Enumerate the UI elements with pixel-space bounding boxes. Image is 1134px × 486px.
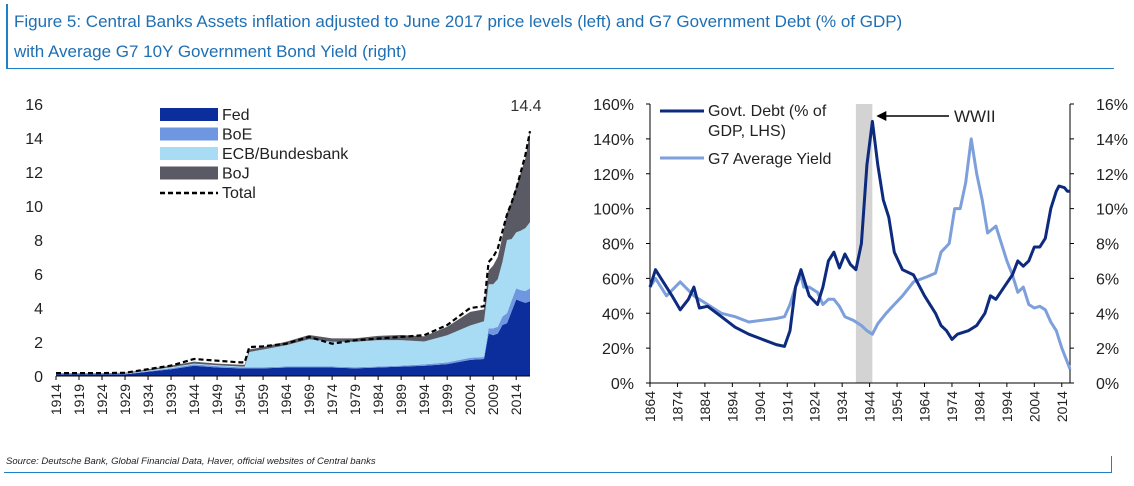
figure-title-line-2: with Average G7 10Y Government Bond Yiel… [14, 42, 407, 61]
y-left-tick-label: 20% [602, 341, 634, 358]
x-tick-label: 1929 [117, 384, 133, 415]
x-tick-label: 1969 [301, 384, 317, 415]
central-bank-assets-chart: 0 2 4 6 8 10 12 14 16 1914 1919 1924 1929 1934 1939 194… [25, 97, 541, 415]
x-tick-label: 1954 [232, 384, 248, 415]
y-tick-label: 6 [34, 267, 43, 284]
area-ecb-bundesbank [56, 222, 530, 374]
legend-swatch-boj [160, 166, 218, 180]
debt-yield-chart: 0% 20% 40% 60% 80% 100% 120% 140% 160% 0% 2% 4% 6% 8%… [593, 97, 1128, 422]
bottom-rule-tick [1111, 456, 1112, 473]
x-tick-label: 1919 [71, 384, 87, 415]
y-right-tick-label: 2% [1096, 341, 1119, 358]
x-tick-label: 1974 [944, 391, 960, 422]
x-tick-label: 1984 [971, 391, 987, 422]
x-tick-label: 1994 [999, 391, 1015, 422]
x-tick-label: 1934 [140, 384, 156, 415]
y-left-tick-label: 100% [593, 202, 634, 219]
source-note: Source: Deutsche Bank, Global Financial … [6, 456, 376, 467]
x-tick-label: 2009 [485, 384, 501, 415]
x-tick-label: 1999 [439, 384, 455, 415]
wwii-shaded-band [855, 104, 873, 383]
y-tick-label: 2 [34, 335, 43, 352]
x-tick-label: 2014 [1054, 391, 1070, 422]
x-tick-label: 1944 [186, 384, 202, 415]
y-right-tick-label: 12% [1096, 167, 1128, 184]
y-left-tick-label: 140% [593, 132, 634, 149]
y-tick-label: 4 [34, 301, 43, 318]
legend-label: BoE [222, 127, 252, 144]
x-tick-label: 1974 [324, 384, 340, 415]
y-right-tick-label: 0% [1096, 376, 1119, 393]
y-tick-label: 16 [25, 97, 43, 114]
legend-label: ECB/Bundesbank [222, 146, 349, 163]
legend-label: Total [222, 185, 256, 202]
wwii-arrow-head [876, 111, 887, 121]
x-tick-label: 1914 [779, 391, 795, 422]
y-left-tick-label: 160% [593, 97, 634, 114]
x-tick-label: 1914 [48, 384, 64, 415]
x-tick-label: 2014 [508, 384, 524, 415]
x-tick-label: 1924 [807, 391, 823, 422]
x-tick-label: 1949 [209, 384, 225, 415]
x-tick-label: 1964 [278, 384, 294, 415]
y-right-tick-label: 4% [1096, 306, 1119, 323]
y-right-tick-label: 6% [1096, 271, 1119, 288]
x-tick-label: 1894 [724, 391, 740, 422]
x-tick-label: 1924 [94, 384, 110, 415]
y-tick-label: 12 [25, 165, 43, 182]
y-right-tick-label: 14% [1096, 132, 1128, 149]
total-dashed-line [56, 130, 532, 375]
legend-label: Fed [222, 107, 250, 124]
bottom-rule [4, 472, 1112, 473]
y-right-tick-label: 10% [1096, 202, 1128, 219]
x-tick-label: 1884 [697, 391, 713, 422]
y-tick-label: 10 [25, 199, 43, 216]
x-tick-label: 1964 [917, 391, 933, 422]
legend-label: BoJ [222, 166, 250, 183]
wwii-label: WWII [954, 107, 996, 126]
series-line-govt-debt [648, 119, 1070, 348]
x-tick-label: 1954 [889, 391, 905, 422]
legend-label-g7-yield: G7 Average Yield [708, 151, 831, 168]
x-tick-label: 2004 [1026, 391, 1042, 422]
x-tick-label: 1904 [752, 391, 768, 422]
figure-title-block: Figure 5: Central Banks Assets inflation… [6, 4, 1114, 69]
x-tick-label: 1984 [370, 384, 386, 415]
legend-swatch-fed [160, 108, 218, 121]
y-tick-label: 8 [34, 233, 43, 250]
total-value-annotation: 14.4 [510, 98, 541, 115]
legend-label-govt-debt: Govt. Debt (% of GDP, LHS) [708, 103, 827, 140]
x-tick-label: 2004 [462, 384, 478, 415]
x-tick-label: 1944 [862, 391, 878, 422]
x-tick-label: 1874 [669, 391, 685, 422]
y-left-tick-label: 80% [602, 237, 634, 254]
x-tick-label: 1959 [255, 384, 271, 415]
area-fed [56, 299, 530, 376]
y-left-tick-label: 0% [611, 376, 634, 393]
x-tick-label: 1989 [393, 384, 409, 415]
x-tick-label: 1934 [834, 391, 850, 422]
x-tick-label: 1939 [163, 384, 179, 415]
y-right-tick-label: 8% [1096, 237, 1119, 254]
legend-swatch-ecb-bundesbank [160, 147, 218, 160]
y-tick-label: 14 [25, 131, 43, 148]
legend-swatch-boe [160, 127, 218, 141]
y-tick-label: 0 [34, 369, 43, 386]
x-tick-label: 1979 [347, 384, 363, 415]
y-left-tick-label: 40% [602, 306, 634, 323]
figure-title-line-1: Figure 5: Central Banks Assets inflation… [14, 12, 903, 31]
y-right-tick-label: 16% [1096, 97, 1128, 114]
x-tick-label: 1864 [642, 391, 658, 422]
series-line-g7-yield [648, 137, 1072, 370]
x-tick-label: 1994 [416, 384, 432, 415]
y-left-tick-label: 120% [593, 167, 634, 184]
y-left-tick-label: 60% [602, 271, 634, 288]
